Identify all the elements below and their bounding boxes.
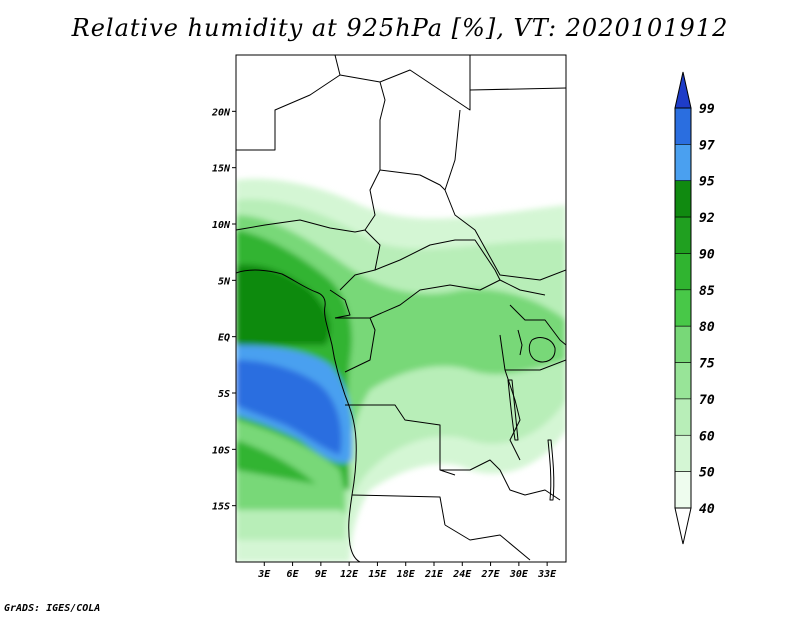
colorbar-label: 80 — [699, 320, 715, 335]
border-angola — [345, 404, 456, 476]
border-east-africa — [509, 304, 566, 346]
colorbar-label: 99 — [699, 102, 715, 117]
x-axis-ticks: 3E 6E 9E 12E 15E 18E 21E 24E 27E 30E 33E — [257, 562, 557, 580]
border-car — [374, 239, 501, 281]
colorbar-segment — [674, 107, 692, 145]
lake-albert — [517, 329, 523, 356]
border-north-4 — [469, 87, 566, 91]
border-cameroon — [329, 289, 351, 319]
colorbar-label: 92 — [699, 211, 715, 226]
colorbar-segment — [674, 434, 692, 472]
coastlines-borders — [236, 55, 566, 562]
colorbar-segment — [674, 398, 692, 436]
colorbar-label: 75 — [699, 357, 715, 372]
y-tick-label: 15S — [212, 502, 230, 513]
humidity-region-97 — [236, 360, 342, 455]
colorbar-bottom-arrow — [674, 507, 692, 545]
border-sudan — [444, 109, 566, 281]
x-tick-label: 21E — [424, 569, 444, 580]
y-tick-label: 15N — [212, 164, 231, 175]
border-north-1 — [236, 55, 341, 151]
colorbar-label: 60 — [699, 429, 715, 444]
colorbar-label: 50 — [699, 466, 715, 481]
map-frame — [235, 54, 567, 563]
border-chad — [379, 169, 446, 191]
lake-malawi — [547, 439, 555, 501]
x-tick-label: 15E — [368, 569, 387, 580]
map-title: Relative humidity at 925hPa [%], VT: 202… — [71, 14, 729, 42]
border-north-3 — [379, 55, 471, 111]
colorbar-top-arrow — [674, 71, 692, 109]
colorbar-segment — [674, 289, 692, 327]
colorbar-label: 70 — [699, 393, 715, 408]
coastline-west-africa — [236, 269, 361, 562]
border-zambia — [440, 459, 561, 501]
y-axis-ticks: 20N 15N 10N 5N EQ 5S 10S 15S — [211, 107, 236, 513]
colorbar-label: 90 — [699, 247, 715, 262]
y-tick-label: 10S — [212, 445, 230, 456]
lake-victoria — [528, 337, 556, 363]
y-tick-label: 5S — [218, 389, 230, 400]
colorbar-segment — [674, 144, 692, 182]
colorbar-segment — [674, 216, 692, 254]
colorbar-segment — [674, 362, 692, 400]
colorbar-label: 40 — [699, 502, 715, 517]
border-north-2 — [339, 74, 386, 231]
x-tick-label: 30E — [509, 569, 529, 580]
border-angola-south — [351, 494, 446, 526]
x-tick-label: 27E — [481, 569, 501, 580]
border-tanzania — [505, 359, 566, 371]
border-nigeria — [236, 219, 381, 291]
colorbar-segment — [674, 471, 692, 509]
lake-tanganyika — [507, 379, 519, 441]
colorbar-segment — [674, 253, 692, 291]
border-drc-east — [499, 334, 521, 461]
colorbar-label: 95 — [699, 175, 715, 190]
y-tick-label: EQ — [218, 333, 230, 344]
map-plot-area — [236, 55, 566, 562]
colorbar-segment — [674, 325, 692, 363]
colorbar-label: 85 — [699, 284, 715, 299]
x-tick-label: 18E — [397, 569, 416, 580]
x-tick-label: 24E — [452, 569, 472, 580]
y-tick-label: 20N — [211, 107, 231, 118]
y-tick-label: 5N — [218, 276, 231, 287]
humidity-region-92 — [236, 264, 330, 345]
colorbar: 99 97 95 92 90 85 80 75 70 60 50 40 — [674, 71, 715, 545]
x-tick-label: 6E — [287, 569, 300, 580]
border-drc-north — [369, 279, 546, 319]
x-tick-label: 12E — [340, 569, 359, 580]
colorbar-label: 97 — [699, 138, 715, 153]
x-tick-label: 9E — [315, 569, 328, 580]
x-tick-label: 3E — [257, 569, 271, 580]
x-tick-label: 33E — [537, 569, 557, 580]
humidity-region-streak — [236, 420, 346, 515]
colorbar-segment — [674, 180, 692, 218]
y-tick-label: 10N — [212, 220, 231, 231]
border-congo — [335, 317, 376, 373]
border-southern — [444, 524, 531, 561]
humidity-field — [236, 178, 566, 562]
colorbar-outline — [674, 107, 692, 509]
grads-credit: GrADS: IGES/COLA — [4, 603, 101, 614]
